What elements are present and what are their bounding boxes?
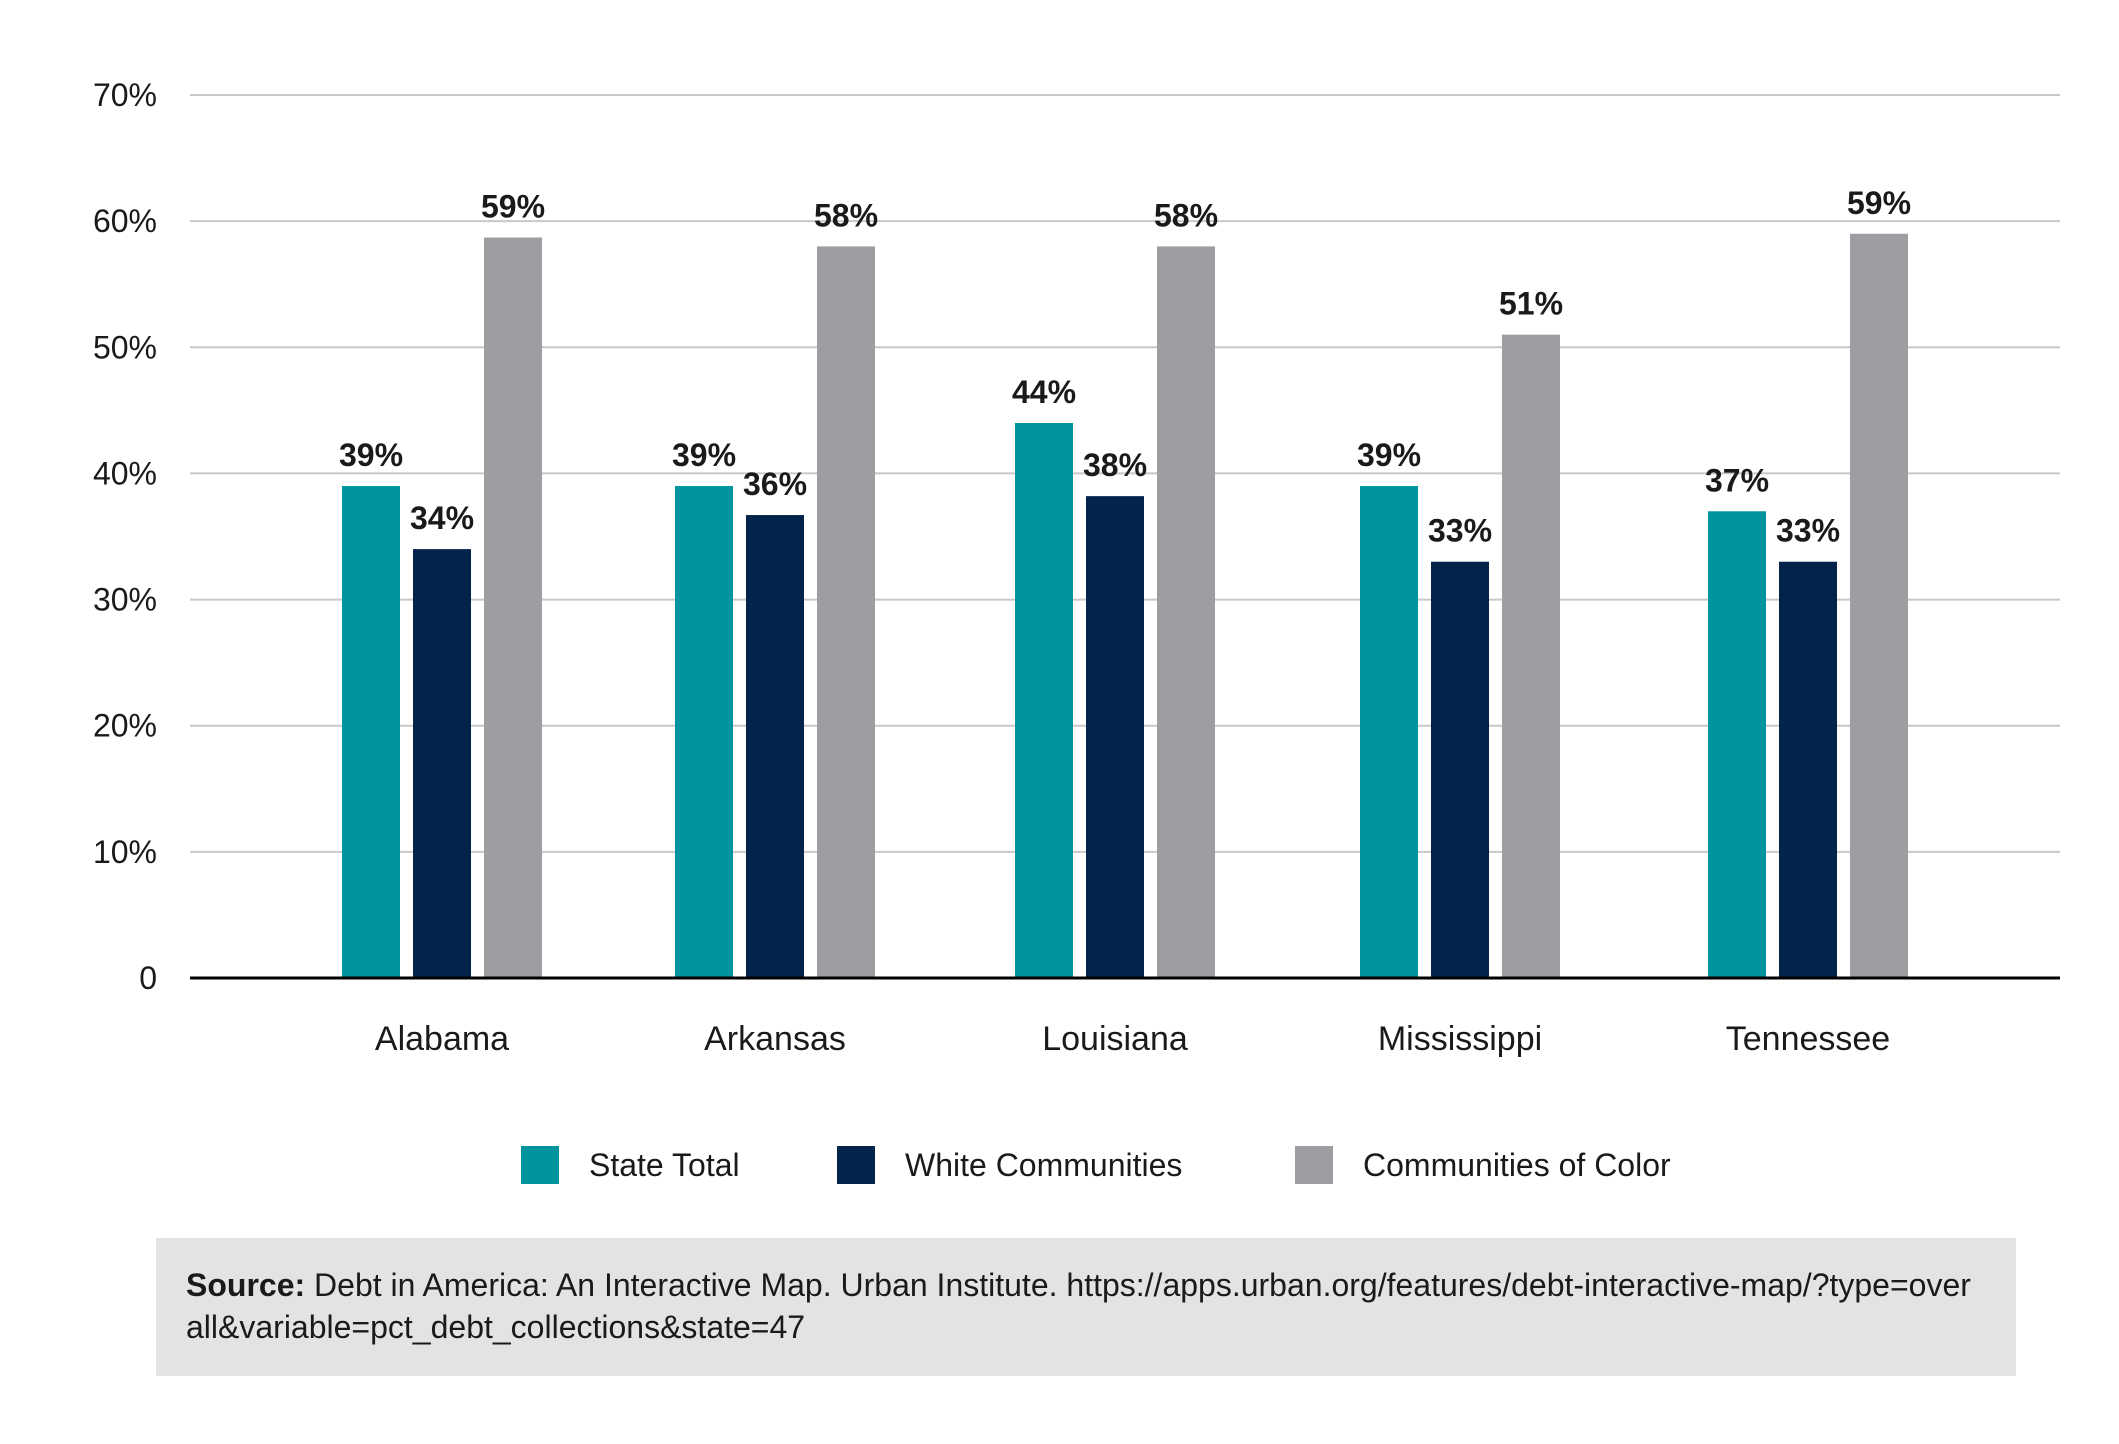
source-label: Source: [186,1267,306,1303]
data-label: 39% [339,437,403,473]
y-tick-label: 60% [93,203,157,239]
x-tick-label: Alabama [375,1020,509,1058]
source-note: Source: Debt in America: An Interactive … [186,1264,1986,1348]
bar [484,237,542,978]
legend-item-white-communities: White Communities [837,1135,1182,1195]
bar [746,515,804,978]
bar [1779,561,1837,978]
legend-swatch-state-total [521,1146,559,1184]
bar [817,246,875,978]
data-label: 44% [1012,374,1076,410]
x-tick-label: Arkansas [704,1020,846,1058]
legend-swatch-communities-of-color [1295,1146,1333,1184]
x-tick-label: Mississippi [1378,1020,1542,1058]
bar [413,549,471,978]
y-tick-label: 20% [93,708,157,744]
data-label: 58% [814,197,878,233]
bar [1708,511,1766,978]
y-tick-label: 0 [139,960,157,996]
y-tick-label: 50% [93,329,157,365]
data-label: 34% [410,500,474,536]
bar [1502,334,1560,979]
bar [1850,233,1908,978]
source-text: Debt in America: An Interactive Map. Urb… [186,1267,1971,1345]
source-box: Source: Debt in America: An Interactive … [156,1238,2016,1376]
legend-item-communities-of-color: Communities of Color [1295,1135,1671,1195]
data-label: 38% [1083,447,1147,483]
chart-area: 0 10% 20% 30% 40% 50% 60% 70% 39% 34% 59% Alabama 39… [93,77,2060,1058]
data-label: 33% [1428,513,1492,549]
data-label: 58% [1154,197,1218,233]
data-label: 36% [743,466,807,502]
data-label: 59% [481,189,545,225]
y-tick-label: 70% [93,77,157,113]
data-label: 39% [1357,437,1421,473]
bar [1431,561,1489,978]
legend-label: White Communities [905,1146,1183,1183]
bar [675,486,733,978]
x-tick-label: Louisiana [1042,1020,1188,1058]
x-tick-label: Tennessee [1726,1020,1890,1058]
bar [1360,486,1418,978]
legend: State Total White Communities Communitie… [0,1135,2119,1195]
legend-swatch-white-communities [837,1146,875,1184]
data-label: 59% [1847,185,1911,221]
y-tick-label: 10% [93,834,157,870]
bar [1015,422,1073,978]
y-tick-label: 40% [93,455,157,491]
data-label: 33% [1776,513,1840,549]
bar [342,486,400,978]
y-tick-label: 30% [93,582,157,618]
data-label: 51% [1499,286,1563,322]
bar-chart: 010%20%30%40%50%60%70%39%34%59%Alabama39… [93,77,2060,1058]
data-label: 39% [672,437,736,473]
bar [1086,496,1144,978]
data-label: 37% [1705,462,1769,498]
legend-label: State Total [589,1146,740,1183]
legend-item-state-total: State Total [521,1135,740,1195]
legend-label: Communities of Color [1363,1146,1671,1183]
bar [1157,246,1215,978]
